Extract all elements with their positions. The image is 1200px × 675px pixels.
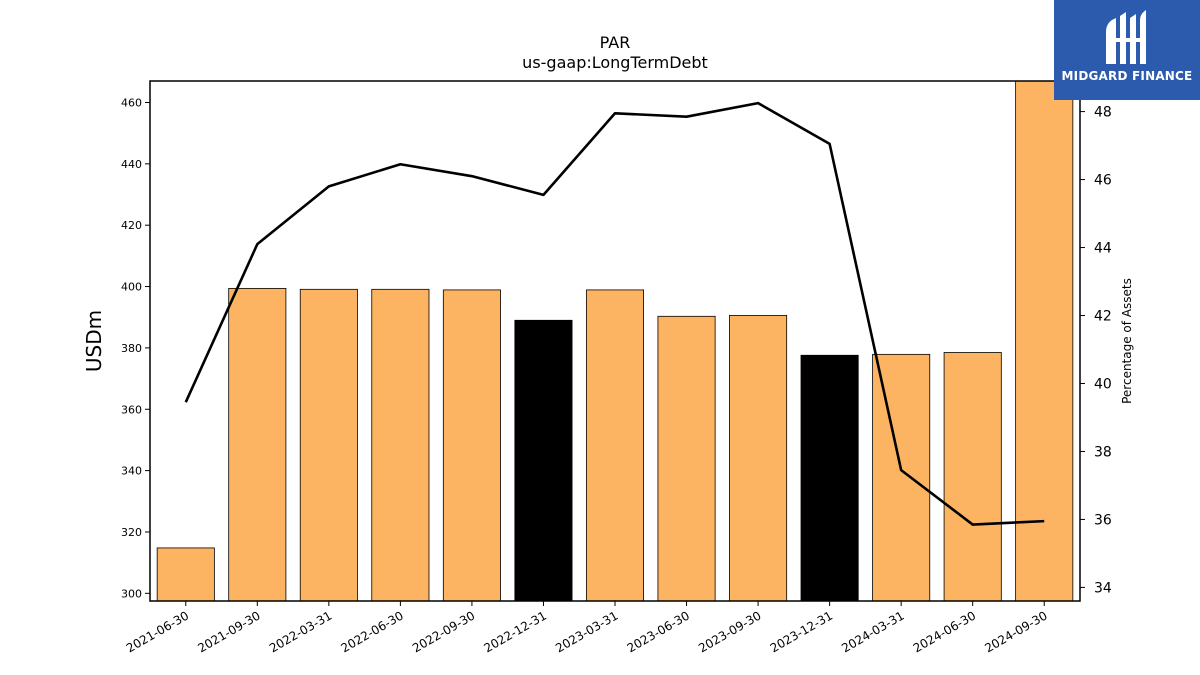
y-axis-left: 300 320 340 360 380 400 420 440 460 (121, 96, 150, 600)
x-tick-label: 2024-09-30 (982, 608, 1049, 655)
chart-title: PAR (600, 33, 631, 52)
y2-tick-label: 44 (1094, 241, 1112, 257)
bar-2022-09-30 (442, 289, 501, 602)
y-tick-label: 460 (121, 96, 142, 109)
x-tick-label: 2022-03-31 (267, 608, 334, 655)
y2-tick-label: 48 (1094, 105, 1112, 121)
x-tick-label: 2024-06-30 (911, 608, 978, 655)
y-tick-label: 300 (121, 587, 142, 600)
y-tick-label: 340 (121, 465, 142, 478)
y2-tick-label: 46 (1094, 173, 1112, 189)
x-tick-label: 2023-09-30 (696, 608, 763, 655)
brand-logo: MIDGARD FINANCE (1054, 0, 1200, 100)
x-tick-label: 2024-03-31 (839, 608, 906, 655)
bar-2023-12-31 (800, 354, 859, 602)
chart-subtitle: us-gaap:LongTermDebt (522, 53, 708, 72)
line-group (184, 101, 1045, 526)
bar-2023-09-30 (729, 314, 788, 602)
y-tick-label: 440 (121, 158, 142, 171)
x-tick-label: 2021-06-30 (124, 608, 191, 655)
x-tick-label: 2023-06-30 (625, 608, 692, 655)
y-tick-label: 420 (121, 219, 142, 232)
bar-2023-06-30 (657, 315, 716, 602)
y2-tick-label: 40 (1094, 376, 1112, 392)
bar-2021-09-30 (228, 287, 287, 602)
x-tick-label: 2022-09-30 (410, 608, 477, 655)
percentage-line (184, 101, 1045, 526)
bar-2021-06-30 (156, 547, 215, 602)
y-tick-label: 380 (121, 342, 142, 355)
y2-tick-label: 38 (1094, 444, 1112, 460)
y-axis-label: USDm (82, 310, 106, 372)
bar-2023-03-31 (585, 289, 645, 602)
x-axis: 2021-06-30 2021-09-30 2022-03-31 2022-06-30… (124, 601, 1050, 655)
y-tick-label: 400 (121, 281, 142, 294)
x-tick-label: 2022-12-31 (482, 608, 549, 655)
bar-2024-06-30 (943, 352, 1002, 602)
bar-2022-06-30 (371, 288, 430, 602)
x-tick-label: 2021-09-30 (195, 608, 262, 655)
y2-tick-label: 42 (1094, 309, 1112, 325)
x-tick-label: 2023-03-31 (553, 608, 620, 655)
y2-axis-label: Percentage of Assets (1120, 278, 1134, 404)
y-tick-label: 360 (121, 403, 142, 416)
bar-2022-12-31 (514, 319, 573, 602)
y-tick-label: 320 (121, 526, 142, 539)
bar-2024-09-30 (1015, 80, 1074, 602)
y2-tick-label: 34 (1094, 580, 1112, 596)
logo-text: MIDGARD FINANCE (1061, 69, 1193, 83)
logo-mark-icon (1106, 10, 1146, 64)
x-tick-label: 2023-12-31 (768, 608, 835, 655)
bar-2024-03-31 (872, 353, 931, 602)
x-tick-label: 2022-06-30 (338, 608, 405, 655)
y2-tick-label: 36 (1094, 512, 1112, 528)
bar-2022-03-31 (299, 288, 358, 602)
y-axis-right: 34 36 38 40 42 44 46 48 (1080, 105, 1112, 596)
bar-group (156, 80, 1074, 602)
